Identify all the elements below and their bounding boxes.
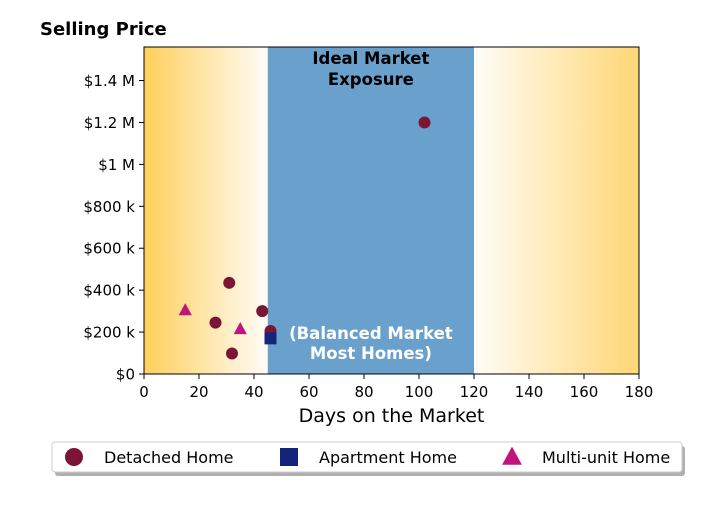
right-gradient-region — [474, 47, 639, 374]
x-tick-label: 160 — [570, 383, 599, 401]
data-points — [178, 116, 431, 360]
x-tick-label: 20 — [189, 383, 208, 401]
legend-box — [51, 441, 683, 473]
multi-unit-home-point — [233, 322, 247, 335]
legend-marker — [502, 446, 522, 465]
band-note-line-2: Most Homes) — [310, 344, 432, 363]
legend-item: Apartment Home — [280, 448, 457, 467]
legend-item: Detached Home — [65, 448, 234, 467]
y-tick-label: $0 — [116, 366, 135, 384]
x-tick-label: 0 — [139, 383, 149, 401]
legend-label: Apartment Home — [319, 448, 457, 467]
y-tick-label: $1 M — [98, 156, 135, 174]
band-title-line-1: Ideal Market — [312, 49, 429, 68]
y-tick-label: $600 k — [83, 240, 135, 258]
detached-home-point — [209, 316, 222, 329]
y-tick-label: $200 k — [83, 324, 135, 342]
x-tick-label: 80 — [354, 383, 373, 401]
x-axis-label: Days on the Market — [299, 405, 485, 427]
y-tick-label: $800 k — [83, 198, 135, 216]
detached-home-point — [256, 305, 269, 318]
legend-marker — [65, 448, 83, 466]
y-axis: $0 $200 k $400 k $600 k $800 k $1 M $1.2 M $1.4… — [83, 72, 144, 384]
left-gradient-region — [144, 47, 268, 374]
x-tick-label: 40 — [244, 383, 263, 401]
legend-marker — [280, 448, 298, 466]
x-tick-label: 180 — [625, 383, 654, 401]
ideal-exposure-band — [267, 47, 474, 374]
legend-label: Multi-unit Home — [542, 448, 670, 467]
legend-label: Detached Home — [104, 448, 234, 467]
band-note-line-1: (Balanced Market — [289, 324, 453, 343]
band-title-line-2: Exposure — [328, 70, 414, 89]
plot-frame — [143, 46, 640, 375]
y-tick-label: $1.4 M — [84, 72, 135, 90]
y-tick-label: $1.2 M — [84, 114, 135, 132]
apartment-home-point — [264, 332, 277, 345]
x-axis: 0 20 40 60 80 100 120 140 160 180 — [139, 374, 653, 401]
x-tick-label: 120 — [460, 383, 489, 401]
legend-item: Multi-unit Home — [502, 446, 670, 467]
detached-home-point — [226, 347, 238, 360]
x-tick-label: 60 — [299, 383, 318, 401]
legend: Detached Home Apartment Home Multi-unit Ho… — [51, 441, 685, 476]
detached-home-point — [223, 276, 236, 289]
y-tick-label: $400 k — [83, 282, 135, 300]
detached-home-point — [418, 116, 431, 129]
x-tick-label: 140 — [515, 383, 544, 401]
x-tick-label: 100 — [405, 383, 434, 401]
multi-unit-home-point — [178, 303, 192, 316]
chart-title: Selling Price — [40, 19, 167, 40]
